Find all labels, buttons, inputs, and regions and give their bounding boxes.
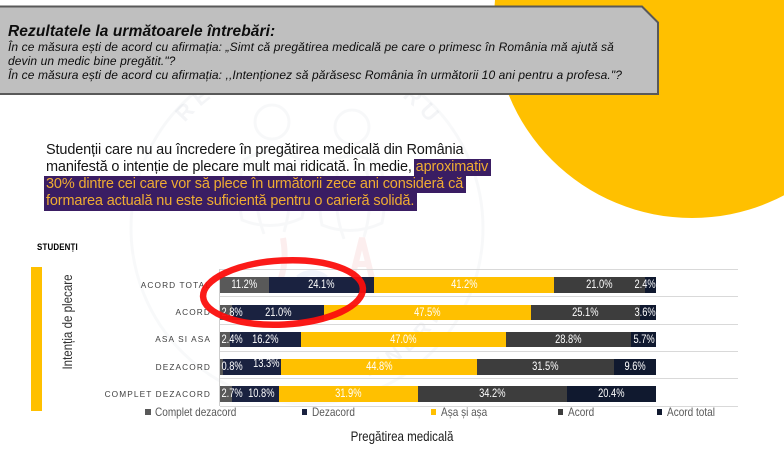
bar-segment <box>323 304 531 321</box>
paragraph-line: formarea actuală nu este suficientă pent… <box>44 193 491 211</box>
highlighted-text: formarea actuală nu este suficientă pent… <box>44 193 418 211</box>
value-label: 31.9% <box>335 388 362 401</box>
bar-segment <box>231 386 279 402</box>
paragraph-text: manifestă o intenție de plecare mult mai… <box>46 158 416 175</box>
bar-segment <box>567 386 656 402</box>
legend-swatch <box>145 409 151 415</box>
header-question-line: devin un medic bine pregătit."? <box>8 53 176 68</box>
bar-row <box>220 359 656 375</box>
bar-segment <box>220 331 231 348</box>
value-label: 28.8% <box>555 333 582 346</box>
category-axis-line <box>219 269 220 407</box>
value-label: 41.2% <box>450 279 478 292</box>
bar-segment <box>614 359 656 375</box>
bar-row <box>220 331 656 348</box>
legend-swatch <box>430 409 437 415</box>
body-paragraph: Studenții care nu au încredere în pregăt… <box>44 142 492 211</box>
legend-item: Acord <box>557 404 599 419</box>
legend-label: Așa și așa <box>440 404 488 419</box>
legend-label: Acord total <box>666 404 715 419</box>
bar-segment <box>645 277 656 293</box>
legend-item: Acord total <box>656 404 724 419</box>
category-label: ASA SI ASA <box>155 334 211 345</box>
chart-gridline <box>220 323 738 325</box>
chart-gridline <box>220 405 738 407</box>
value-label: 2.4% <box>633 279 656 292</box>
bar-segment <box>417 386 568 402</box>
bar-segment <box>278 386 418 402</box>
bar-segment <box>530 304 641 321</box>
value-label: 3.6% <box>633 306 656 319</box>
value-label: 2.7% <box>221 388 243 401</box>
legend-label: Dezacord <box>312 404 356 419</box>
chart-gridline <box>220 296 738 298</box>
header-question-line: În ce măsura ești de acord cu afirmația:… <box>8 67 622 82</box>
accent-bar <box>31 267 42 411</box>
bar-segment <box>281 359 477 375</box>
bar-segment <box>505 331 632 348</box>
paragraph-line: manifestă o intenție de plecare mult mai… <box>46 158 492 177</box>
bar-row <box>220 386 656 402</box>
header-title: Rezultatele la următoarele întrebări: <box>8 23 276 40</box>
bar-segment <box>553 277 646 293</box>
value-label: 10.8% <box>247 388 274 401</box>
bar-segment <box>220 386 232 402</box>
category-label: ACORD <box>175 307 211 318</box>
paragraph-text: Studenții care nu au încredere în pregăt… <box>46 141 464 158</box>
bar-segment <box>631 331 656 348</box>
paragraph-line: Studenții care nu au încredere în pregăt… <box>46 142 491 159</box>
bar-segment <box>374 277 554 293</box>
category-label: COMPLET DEZACORD <box>104 388 211 399</box>
highlighted-text: 30% dintre cei care vor să plece în urmă… <box>44 176 467 194</box>
value-label: 21.0% <box>586 279 613 292</box>
header-question-box <box>0 5 659 95</box>
value-label: 21.0% <box>264 306 292 319</box>
bar-segment <box>230 331 301 348</box>
value-label: 9.6% <box>624 361 646 374</box>
value-label: 5.7% <box>632 333 655 346</box>
bar-segment <box>223 359 282 375</box>
legend-label: Complet dezacord <box>155 404 237 419</box>
value-label: 25.1% <box>572 306 599 319</box>
bar-segment <box>301 331 506 348</box>
legend-swatch <box>656 409 662 415</box>
header-question-line: În ce măsura ești de acord cu afirmația:… <box>8 40 614 54</box>
legend-label: Acord <box>568 404 595 419</box>
value-label: 2.4% <box>221 333 243 346</box>
value-label: 13.3% <box>252 358 279 371</box>
legend-item: Dezacord <box>301 404 363 419</box>
value-label: 47.5% <box>414 306 441 319</box>
value-label: 34.2% <box>479 388 506 401</box>
value-label: 24.1% <box>308 279 335 292</box>
value-label: 47.0% <box>390 333 417 346</box>
value-label: 2.8% <box>221 306 243 319</box>
legend-swatch <box>301 409 308 415</box>
bar-segment <box>220 359 224 375</box>
bar-segment <box>640 304 656 321</box>
highlighted-text: aproximativ <box>413 158 492 177</box>
x-axis-title: Pregătirea medicală <box>350 429 454 444</box>
legend-item: Așa și așa <box>430 404 496 419</box>
value-label: 20.4% <box>598 388 625 401</box>
paragraph-line: 30% dintre cei care vor să plece în urmă… <box>44 176 491 194</box>
value-label: 0.8% <box>221 361 243 374</box>
bar-segment <box>476 359 615 375</box>
chart-gridline <box>220 269 738 271</box>
section-label: STUDENȚI <box>37 242 78 252</box>
category-label: DEZACORD <box>155 361 211 372</box>
legend-item: Complet dezacord <box>145 404 251 419</box>
value-label: 31.5% <box>532 361 559 374</box>
chart-gridline <box>220 378 738 380</box>
value-label: 11.2% <box>231 279 258 292</box>
legend-swatch <box>557 409 564 415</box>
value-label: 16.2% <box>252 333 279 346</box>
chart-gridline <box>220 350 738 352</box>
value-label: 44.8% <box>365 361 393 374</box>
header-box-shape <box>0 5 659 95</box>
category-label: ACORD TOTAL <box>140 279 211 290</box>
